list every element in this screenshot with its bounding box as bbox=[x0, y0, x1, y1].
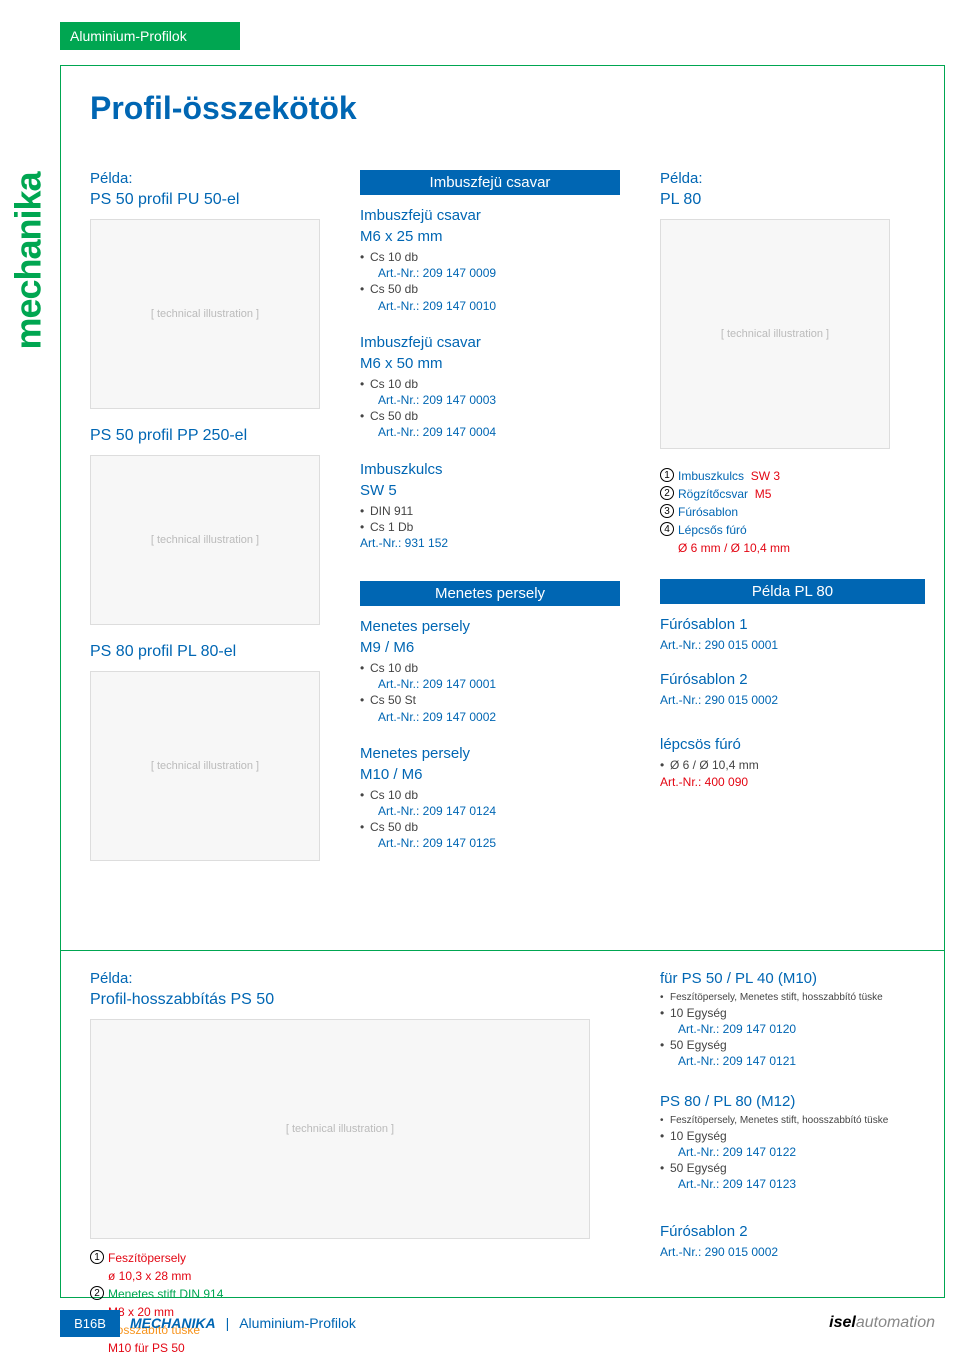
diagram-hossz: [ technical illustration ] bbox=[90, 1019, 590, 1239]
b-s4-2: Cs 50 St bbox=[360, 692, 620, 708]
b-s1-1: Cs 10 db bbox=[360, 249, 620, 265]
title-lepcsos: lépcsös fúró bbox=[660, 736, 925, 753]
side-label: mechanika bbox=[8, 172, 50, 349]
a-r1: Art.-Nr.: 209 147 0120 bbox=[660, 1021, 925, 1037]
title-furo1: Fúrósablon 1 bbox=[660, 616, 925, 633]
leg2a: Rögzítőcsvar bbox=[678, 487, 748, 501]
sub-m10m6: M10 / M6 bbox=[360, 766, 620, 783]
title-m9m6: Menetes persely bbox=[360, 618, 620, 635]
sub-sw5: SW 5 bbox=[360, 482, 620, 499]
title-m10m6: Menetes persely bbox=[360, 745, 620, 762]
bl2a: Menetes stift DIN 914 bbox=[108, 1287, 223, 1301]
title-ps50-pu50: PS 50 profil PU 50-el bbox=[90, 191, 340, 209]
footer-cat: MECHANIKA bbox=[120, 1315, 226, 1331]
col-mid: Imbuszfejü csavar Imbuszfejü csavar M6 x… bbox=[360, 170, 620, 852]
title-ps50-pp250: PS 50 profil PP 250-el bbox=[90, 427, 340, 445]
a-r2: Art.-Nr.: 209 147 0121 bbox=[660, 1053, 925, 1069]
title-ps50pl40: für PS 50 / PL 40 (M10) bbox=[660, 970, 925, 987]
title-ps80pl80: PS 80 / PL 80 (M12) bbox=[660, 1093, 925, 1110]
page-footer: B16B MECHANIKA | Aluminium-Profilok isel… bbox=[60, 1308, 945, 1338]
header-imbusz: Imbuszfejü csavar bbox=[360, 170, 620, 195]
divider-mid bbox=[60, 950, 945, 951]
col-right: Példa: PL 80 [ technical illustration ] … bbox=[660, 170, 925, 790]
leg3: Fúrósablon bbox=[678, 505, 738, 519]
b-s2-1: Cs 10 db bbox=[360, 376, 620, 392]
legend-pl80: 1Imbuszkulcs SW 3 2Rögzítőcsvar M5 3Fúró… bbox=[660, 467, 925, 557]
label-pelda-b: Példa: bbox=[90, 970, 630, 987]
page-number: B16B bbox=[60, 1310, 120, 1337]
label-pelda: Példa: bbox=[90, 170, 340, 187]
c-r1: 10 Egység bbox=[660, 1128, 925, 1144]
breadcrumb-tab: Aluminium-Profilok bbox=[60, 22, 240, 50]
a-furo2b: Art.-Nr.: 290 015 0002 bbox=[660, 1244, 925, 1260]
leg4a: Lépcsős fúró bbox=[678, 523, 747, 537]
title-m6x25: Imbuszfejü csavar bbox=[360, 207, 620, 224]
header-pelda-pl80: Példa PL 80 bbox=[660, 579, 925, 604]
sub-m9m6: M9 / M6 bbox=[360, 639, 620, 656]
b-r0: Feszítöpersely, Menetes stift, hosszabbí… bbox=[660, 991, 925, 1005]
b-r1: 10 Egység bbox=[660, 1005, 925, 1021]
b-s3-2: Cs 1 Db bbox=[360, 519, 620, 535]
b-s5-2: Cs 50 db bbox=[360, 819, 620, 835]
title-furo2b: Fúrósablon 2 bbox=[660, 1223, 925, 1240]
diagram-ps50-pp250: [ technical illustration ] bbox=[90, 455, 320, 625]
bl1a: Feszítöpersely bbox=[108, 1251, 186, 1265]
b-r2: 50 Egység bbox=[660, 1037, 925, 1053]
sub-m6x50: M6 x 50 mm bbox=[360, 355, 620, 372]
title-ps80-pl80: PS 80 profil PL 80-el bbox=[90, 643, 340, 661]
a-s1-2: Art.-Nr.: 209 147 0010 bbox=[360, 298, 620, 314]
a-lepcsos: Art.-Nr.: 400 090 bbox=[660, 774, 925, 790]
leg2b: M5 bbox=[755, 487, 772, 501]
b-s2-2: Cs 50 db bbox=[360, 408, 620, 424]
b-s1-2: Cs 50 db bbox=[360, 281, 620, 297]
ca-r2: Art.-Nr.: 209 147 0123 bbox=[660, 1176, 925, 1192]
title-hossz: Profil-hosszabbítás PS 50 bbox=[90, 991, 630, 1009]
title-furo2: Fúrósablon 2 bbox=[660, 671, 925, 688]
b-s3-1: DIN 911 bbox=[360, 503, 620, 519]
legend-hossz: 1Feszítöpersely ø 10,3 x 28 mm 2Menetes … bbox=[90, 1249, 630, 1357]
a-s5-2: Art.-Nr.: 209 147 0125 bbox=[360, 835, 620, 851]
a-s1-1: Art.-Nr.: 209 147 0009 bbox=[360, 265, 620, 281]
leg1b: SW 3 bbox=[751, 469, 780, 483]
page-title: Profil-összekötök bbox=[90, 90, 357, 127]
sub-m6x25: M6 x 25 mm bbox=[360, 228, 620, 245]
leg1a: Imbuszkulcs bbox=[678, 469, 744, 483]
diagram-pl80: [ technical illustration ] bbox=[660, 219, 890, 449]
leg4b: Ø 6 mm / Ø 10,4 mm bbox=[678, 541, 790, 555]
a-s3: Art.-Nr.: 931 152 bbox=[360, 535, 620, 551]
footer-brand: iselautomation bbox=[829, 1314, 945, 1332]
lower-left: Példa: Profil-hosszabbítás PS 50 [ techn… bbox=[90, 970, 630, 1357]
diagram-ps80-pl80: [ technical illustration ] bbox=[90, 671, 320, 861]
bl1b: ø 10,3 x 28 mm bbox=[108, 1269, 191, 1283]
ca-r1: Art.-Nr.: 209 147 0122 bbox=[660, 1144, 925, 1160]
lower-right: für PS 50 / PL 40 (M10) Feszítöpersely, … bbox=[660, 970, 925, 1260]
brand-2: automation bbox=[856, 1314, 935, 1331]
header-menetes: Menetes persely bbox=[360, 581, 620, 606]
title-sw5: Imbuszkulcs bbox=[360, 461, 620, 478]
b-lepcsos: Ø 6 / Ø 10,4 mm bbox=[660, 757, 925, 773]
a-s4-1: Art.-Nr.: 209 147 0001 bbox=[360, 676, 620, 692]
b-s5-1: Cs 10 db bbox=[360, 787, 620, 803]
label-pelda-r: Példa: bbox=[660, 170, 925, 187]
footer-sub: Aluminium-Profilok bbox=[229, 1315, 366, 1331]
col-left: Példa: PS 50 profil PU 50-el [ technical… bbox=[90, 170, 340, 879]
a-furo1: Art.-Nr.: 290 015 0001 bbox=[660, 637, 925, 653]
diagram-ps50-pu50: [ technical illustration ] bbox=[90, 219, 320, 409]
b-s4-1: Cs 10 db bbox=[360, 660, 620, 676]
title-m6x50: Imbuszfejü csavar bbox=[360, 334, 620, 351]
a-s2-2: Art.-Nr.: 209 147 0004 bbox=[360, 424, 620, 440]
c-r0: Feszítöpersely, Menetes stift, hoosszabb… bbox=[660, 1114, 925, 1128]
a-s2-1: Art.-Nr.: 209 147 0003 bbox=[360, 392, 620, 408]
a-furo2: Art.-Nr.: 290 015 0002 bbox=[660, 692, 925, 708]
a-s5-1: Art.-Nr.: 209 147 0124 bbox=[360, 803, 620, 819]
bl3b: M10 für PS 50 bbox=[108, 1341, 185, 1355]
c-r2: 50 Egység bbox=[660, 1160, 925, 1176]
a-s4-2: Art.-Nr.: 209 147 0002 bbox=[360, 709, 620, 725]
brand-1: isel bbox=[829, 1314, 856, 1331]
title-pl80: PL 80 bbox=[660, 191, 925, 209]
